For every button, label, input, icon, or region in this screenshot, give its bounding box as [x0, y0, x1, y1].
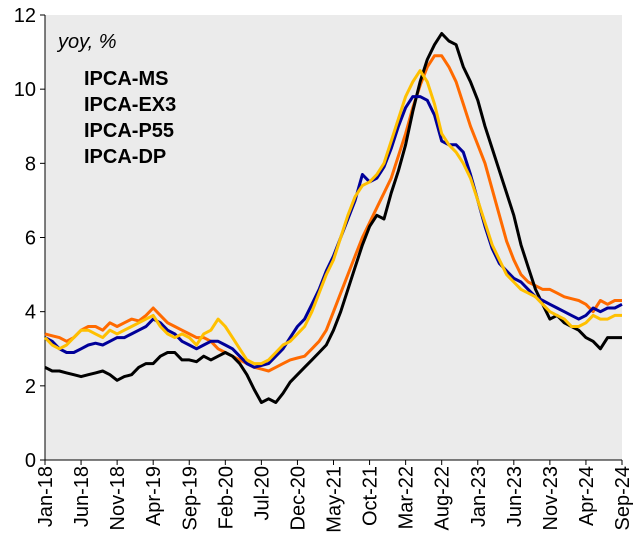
- x-tick-label: Nov-18: [107, 466, 129, 530]
- x-tick-label: Apr-24: [576, 466, 598, 526]
- legend-entry: IPCA-EX3: [84, 94, 176, 116]
- x-tick-label: Nov-23: [540, 466, 562, 530]
- x-tick-label: Dec-20: [287, 466, 309, 530]
- x-tick-label: Apr-19: [143, 466, 165, 526]
- x-tick-label: Jul-20: [251, 466, 273, 520]
- plot-area: [45, 15, 622, 460]
- x-tick-label: Jun-23: [504, 466, 526, 527]
- x-tick-label: Jun-18: [71, 466, 93, 527]
- x-tick-label: May-21: [324, 466, 346, 533]
- legend-entry: IPCA-MS: [84, 68, 168, 90]
- annotation: yoy, %: [56, 31, 117, 53]
- y-tick-label: 6: [25, 228, 36, 250]
- y-tick-label: 0: [25, 450, 36, 472]
- y-tick-label: 8: [25, 153, 36, 175]
- y-tick-label: 2: [25, 376, 36, 398]
- y-tick-label: 4: [25, 302, 36, 324]
- x-tick-label: Mar-22: [396, 466, 418, 529]
- line: [44, 32, 622, 404]
- x-tick-label: Jan-23: [468, 466, 490, 527]
- x-tick-label: Feb-20: [215, 466, 237, 529]
- y-tick-label: 10: [14, 79, 36, 101]
- line: [43, 69, 622, 366]
- x-tick-label: Sep-19: [179, 466, 201, 531]
- legend-entry: IPCA-DP: [84, 146, 166, 168]
- x-tick-label: Jan-18: [35, 466, 57, 527]
- x-tick-label: Aug-22: [432, 466, 454, 531]
- x-tick-label: Oct-21: [360, 466, 382, 526]
- x-tick-label: Sep-24: [612, 466, 634, 531]
- y-tick-label: 12: [14, 5, 36, 27]
- line: [44, 54, 622, 373]
- legend-entry: IPCA-P55: [84, 120, 174, 142]
